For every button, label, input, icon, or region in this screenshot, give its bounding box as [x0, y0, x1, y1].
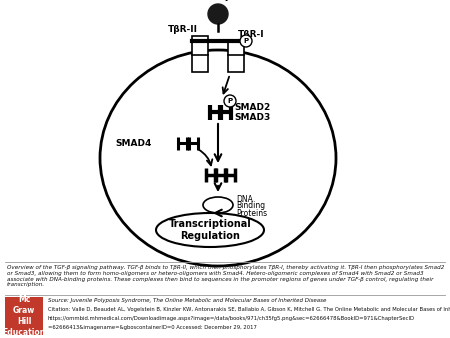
Text: TβR-I: TβR-I — [238, 30, 265, 39]
Circle shape — [224, 95, 236, 107]
Text: DNA: DNA — [236, 194, 253, 203]
Circle shape — [208, 4, 228, 24]
Bar — [192, 36, 208, 72]
Text: P: P — [243, 38, 248, 44]
Text: =62666413&imagename=&gboscontainerID=0 Accessed: December 29, 2017: =62666413&imagename=&gboscontainerID=0 A… — [48, 325, 257, 330]
Text: Citation: Valle D, Beaudet AL, Vogelstein B, Kinzler KW, Antonarakis SE, Ballabi: Citation: Valle D, Beaudet AL, Vogelstei… — [48, 307, 450, 312]
Text: Proteins: Proteins — [236, 209, 267, 217]
FancyBboxPatch shape — [5, 297, 43, 335]
Text: Transcriptional: Transcriptional — [169, 219, 252, 229]
Text: Mc
Graw
Hill
Education: Mc Graw Hill Education — [2, 295, 45, 337]
Text: Regulation: Regulation — [180, 231, 240, 241]
Text: Source: Juvenile Polyposis Syndrome, The Online Metabolic and Molecular Bases of: Source: Juvenile Polyposis Syndrome, The… — [48, 298, 326, 303]
Text: TβR-II: TβR-II — [168, 25, 198, 34]
Text: SMAD3: SMAD3 — [234, 113, 270, 121]
Text: Overview of the TGF-β signaling pathway. TGF-β binds to TβR-II, which then phosp: Overview of the TGF-β signaling pathway.… — [7, 265, 445, 287]
Bar — [228, 41, 244, 72]
Text: https://ommbid.mhmedical.com/Downloadimage.aspx?image=/data/books/971/ch35fg5.pn: https://ommbid.mhmedical.com/Downloadima… — [48, 316, 415, 321]
Text: SMAD2: SMAD2 — [234, 103, 270, 113]
Text: P: P — [227, 98, 233, 104]
Circle shape — [240, 35, 252, 47]
Text: TGF-β: TGF-β — [199, 0, 233, 1]
Text: Binding: Binding — [236, 201, 265, 211]
Text: SMAD4: SMAD4 — [116, 139, 152, 147]
